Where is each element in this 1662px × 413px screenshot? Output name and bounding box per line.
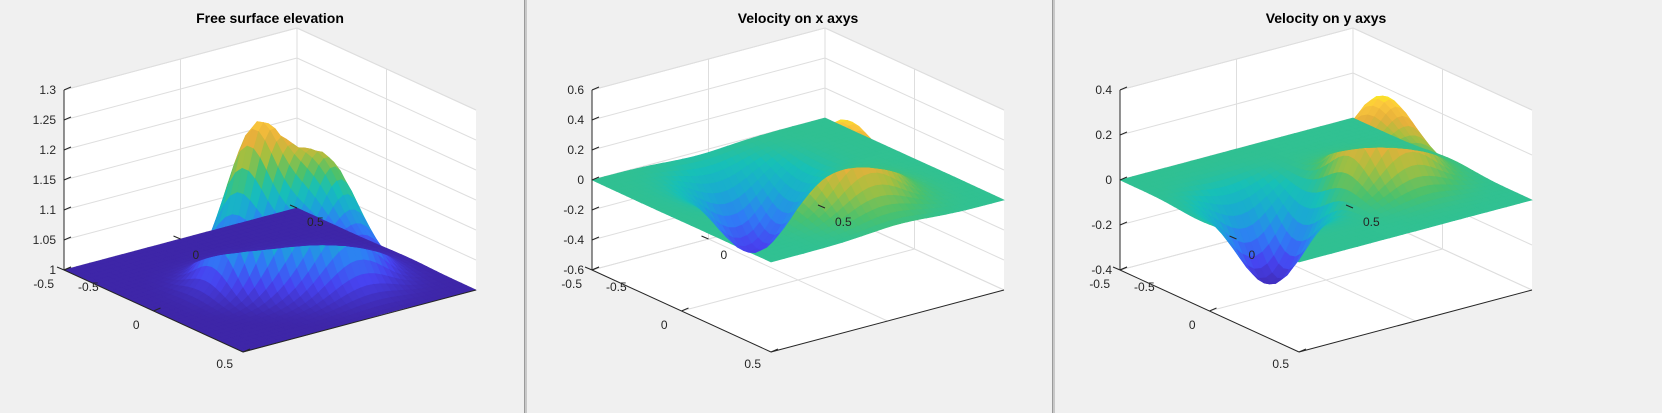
z-tick-label: 1.3 — [39, 83, 56, 97]
x-tick-label: 0.5 — [307, 215, 324, 229]
subplot-divider — [1052, 0, 1055, 413]
y-tick-label: 0.5 — [744, 357, 761, 371]
y-tick-label: 0 — [133, 318, 140, 332]
x-tick-label: 0.5 — [835, 215, 852, 229]
z-tick-label: 1.15 — [33, 173, 57, 187]
subplot-divider — [524, 0, 527, 413]
z-tick-label: 0 — [577, 173, 584, 187]
z-tick-label: 0.2 — [567, 143, 584, 157]
z-tick-label: 0 — [1105, 173, 1112, 187]
z-tick-label: -0.6 — [563, 263, 584, 277]
x-tick-label: 0.5 — [1363, 215, 1380, 229]
z-tick-label: 1.25 — [33, 113, 57, 127]
z-tick-label: -0.2 — [1091, 218, 1112, 232]
z-tick-label: 1.2 — [39, 143, 56, 157]
y-tick-label: -0.5 — [33, 277, 54, 291]
subplot-velocity-x[interactable]: -0.6 -0.4 -0.2 0 0.2 0.4 0.6 -0.5 0 0.5 -0.5 0 0.5 Ve… — [528, 0, 1050, 413]
z-tick-label: 0.4 — [1095, 83, 1112, 97]
x-tick-label: -0.5 — [78, 280, 99, 294]
subplot-free-surface-elevation[interactable]: 1 1.05 1.1 1.15 1.2 1.25 1.3 -0.5 0 0.5 -0.5 0 0.5 Fr… — [0, 0, 522, 413]
x-tick-label: -0.5 — [1134, 280, 1155, 294]
x-tick-label: 0 — [1249, 248, 1256, 262]
z-tick-label: 1 — [49, 263, 56, 277]
z-tick-label: -0.2 — [563, 203, 584, 217]
x-tick-label: 0 — [193, 248, 200, 262]
chart-title: Velocity on y axys — [1266, 10, 1387, 26]
z-tick-label: -0.4 — [563, 233, 584, 247]
z-tick-label: 1.1 — [39, 203, 56, 217]
z-tick-label: 0.2 — [1095, 128, 1112, 142]
x-tick-label: -0.5 — [606, 280, 627, 294]
x-tick-label: 0 — [721, 248, 728, 262]
y-tick-label: 0 — [1189, 318, 1196, 332]
y-tick-label: 0.5 — [1272, 357, 1289, 371]
y-tick-label: -0.5 — [1089, 277, 1110, 291]
z-tick-label: -0.4 — [1091, 263, 1112, 277]
chart-title: Velocity on x axys — [738, 10, 859, 26]
y-tick-label: -0.5 — [561, 277, 582, 291]
z-tick-label: 1.05 — [33, 233, 57, 247]
y-tick-label: 0 — [661, 318, 668, 332]
chart-title: Free surface elevation — [196, 10, 344, 26]
z-tick-label: 0.6 — [567, 83, 584, 97]
z-tick-label: 0.4 — [567, 113, 584, 127]
y-tick-label: 0.5 — [216, 357, 233, 371]
subplot-velocity-y[interactable]: -0.4 -0.2 0 0.2 0.4 -0.5 0 0.5 -0.5 0 0.5 Velocity … — [1056, 0, 1578, 413]
